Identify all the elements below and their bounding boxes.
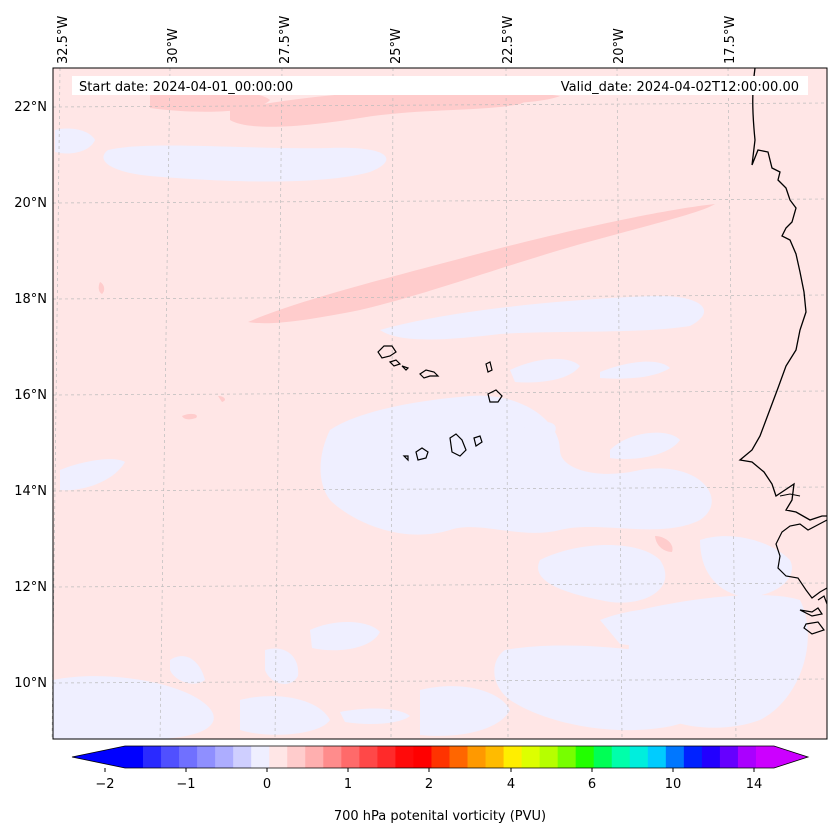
cape-verde-islands	[377, 345, 503, 462]
lat-label: 18°N	[14, 292, 47, 307]
lon-label: 22.5°W	[501, 16, 516, 64]
map-frame	[52, 67, 828, 740]
colorbar-cell	[449, 746, 468, 768]
colorbar-cell	[503, 746, 523, 768]
coastline-guinea-bissau	[775, 519, 828, 599]
colorbar-cell	[665, 746, 685, 768]
colorbar-cell	[701, 746, 721, 768]
colorbar-cell	[467, 746, 486, 768]
lat-label: 16°N	[14, 388, 47, 403]
colorbar-tick-label: −1	[176, 777, 195, 792]
lat-label: 12°N	[14, 580, 47, 595]
colorbar-cell	[593, 746, 613, 768]
colorbar-cell	[737, 746, 757, 768]
lat-label: 14°N	[14, 484, 47, 499]
colorbar-cell	[179, 746, 198, 768]
colorbar-cell	[143, 746, 162, 768]
lat-label: 10°N	[14, 676, 47, 691]
africa-coastline	[738, 67, 827, 521]
colorbar-tick-label: 10	[665, 777, 682, 792]
gambia-river	[779, 493, 801, 497]
lon-label: 20°W	[612, 28, 627, 64]
colorbar-cell	[395, 746, 414, 768]
colorbar-cells	[125, 746, 775, 768]
colorbar-cell	[647, 746, 667, 768]
colorbar-cell	[305, 746, 324, 768]
colorbar-extend-high	[774, 746, 808, 768]
colorbar-tick-label: −2	[95, 777, 114, 792]
colorbar-cell	[215, 746, 234, 768]
low-pv-regions	[53, 128, 808, 739]
lon-label: 27.5°W	[278, 16, 293, 64]
latitude-labels: 22°N 20°N 18°N 16°N 14°N 12°N 10°N	[14, 100, 47, 691]
colorbar-cell	[521, 746, 541, 768]
colorbar-cell	[359, 746, 378, 768]
valid-date-box	[300, 76, 808, 95]
lon-label: 17.5°W	[723, 16, 738, 64]
colorbar-tick-label: 4	[507, 777, 515, 792]
colorbar-tick-label: 14	[746, 777, 763, 792]
colorbar-cell	[683, 746, 703, 768]
lon-label: 30°W	[166, 28, 181, 64]
colorbar-tick-label: 6	[588, 777, 596, 792]
colorbar-cell	[755, 746, 775, 768]
colorbar-cell	[485, 746, 504, 768]
colorbar-cell	[377, 746, 396, 768]
valid-date-text: Valid_date: 2024-04-02T12:00:00.00	[561, 80, 799, 95]
map-panel: Start date: 2024-04-01_00:00:00 Valid_da…	[51, 67, 828, 740]
colorbar: −2 −1 0 1 2 4 6 10 14 700 hPa potenital …	[71, 745, 810, 824]
colorbar-cell	[233, 746, 252, 768]
colorbar-cell	[629, 746, 649, 768]
colorbar-tick-label: 1	[344, 777, 352, 792]
colorbar-cell	[431, 746, 450, 768]
lat-label: 20°N	[14, 196, 47, 211]
colorbar-cell	[413, 746, 432, 768]
colorbar-cell	[125, 746, 144, 768]
colorbar-cell	[341, 746, 360, 768]
colorbar-cell	[575, 746, 595, 768]
colorbar-cell	[287, 746, 306, 768]
lon-label: 32.5°W	[56, 16, 71, 64]
colorbar-cell	[251, 746, 270, 768]
colorbar-cell	[611, 746, 631, 768]
lat-label: 22°N	[14, 100, 47, 115]
colorbar-extend-low	[72, 746, 125, 768]
colorbar-ticks	[104, 768, 755, 772]
lon-label: 25°W	[389, 28, 404, 64]
colorbar-tick-label: 0	[263, 777, 271, 792]
coastline-islands-south	[799, 595, 828, 635]
start-date-box	[72, 76, 307, 95]
colorbar-cell	[323, 746, 342, 768]
colorbar-cell	[269, 746, 288, 768]
start-date-text: Start date: 2024-04-01_00:00:00	[79, 80, 293, 95]
colorbar-cell	[719, 746, 739, 768]
colorbar-title: 700 hPa potenital vorticity (PVU)	[334, 809, 546, 824]
colorbar-cell	[161, 746, 180, 768]
colorbar-cell	[197, 746, 216, 768]
colorbar-cell	[539, 746, 559, 768]
colorbar-outline	[71, 745, 810, 769]
longitude-labels: 32.5°W 30°W 27.5°W 25°W 22.5°W 20°W 17.5…	[56, 16, 738, 64]
colorbar-cell	[557, 746, 577, 768]
colorbar-tick-label: 2	[425, 777, 433, 792]
